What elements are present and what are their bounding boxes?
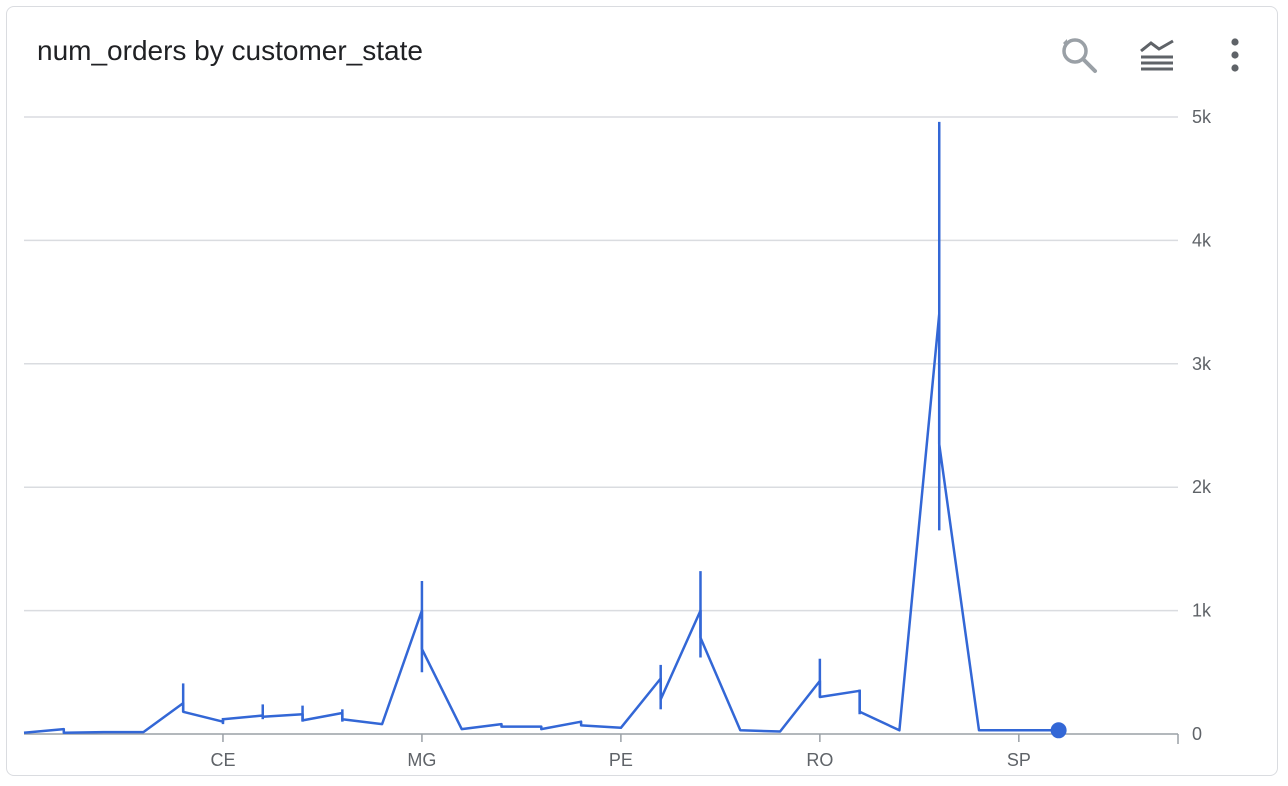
layers-button[interactable]: [1133, 31, 1181, 79]
series-line: [23, 313, 1059, 735]
y-tick-label: 5k: [1192, 107, 1212, 127]
x-tick-label: RO: [806, 750, 833, 770]
y-tick-label: 0: [1192, 724, 1202, 744]
more-options-button[interactable]: [1211, 31, 1259, 79]
chart-title: num_orders by customer_state: [37, 35, 423, 66]
x-tick-label: SP: [1007, 750, 1031, 770]
x-tick-label: MG: [407, 750, 436, 770]
zoom-reset-icon: [1062, 38, 1097, 73]
highlighted-data-point: [1050, 722, 1067, 739]
chart-card: num_orders by customer_state: [6, 6, 1278, 776]
x-tick-label: PE: [609, 750, 633, 770]
chart-toolbar: [1055, 31, 1259, 79]
layers-icon: [1140, 39, 1174, 71]
y-tick-label: 2k: [1192, 477, 1212, 497]
zoom-reset-button[interactable]: [1055, 31, 1103, 79]
y-tick-label: 3k: [1192, 354, 1212, 374]
x-tick-label: CE: [210, 750, 235, 770]
more-vert-icon: [1231, 38, 1239, 72]
y-tick-label: 4k: [1192, 230, 1212, 250]
y-tick-label: 1k: [1192, 601, 1212, 621]
